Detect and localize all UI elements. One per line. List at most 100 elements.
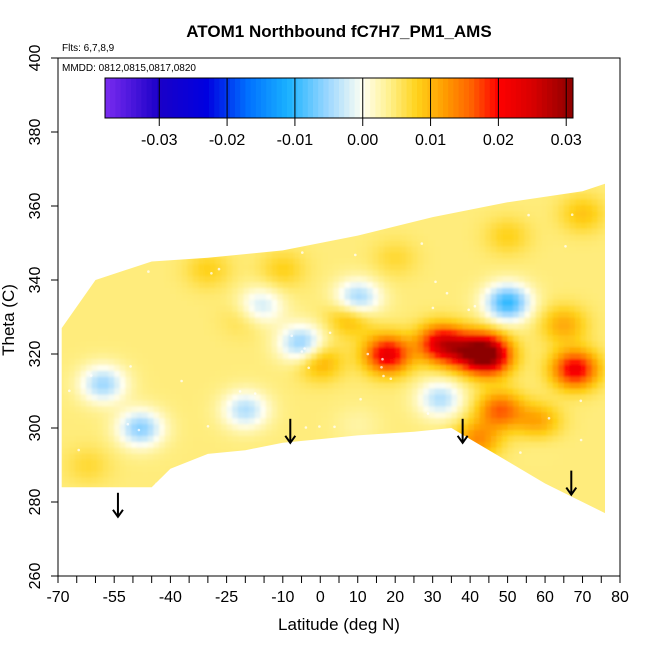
heatmap-cell xyxy=(265,305,273,312)
heatmap-cell xyxy=(395,269,402,277)
heatmap-cell xyxy=(181,328,188,336)
heatmap-cell xyxy=(412,506,419,513)
heatmap-cell xyxy=(80,240,87,247)
heatmap-cell xyxy=(400,405,407,413)
heatmap-cell xyxy=(114,246,121,253)
heatmap-cell xyxy=(339,281,346,288)
heatmap-cell xyxy=(372,453,379,460)
heatmap-cell xyxy=(125,506,132,513)
heatmap-cell xyxy=(412,287,419,294)
heatmap-cell xyxy=(305,465,312,472)
heatmap-cell xyxy=(294,482,301,490)
heatmap-cell xyxy=(367,423,374,431)
heatmap-cell xyxy=(350,251,357,259)
heatmap-cell xyxy=(232,382,239,389)
heatmap-cell xyxy=(97,257,104,265)
heatmap-cell xyxy=(159,346,166,354)
heatmap-cell xyxy=(69,346,76,354)
heatmap-cell xyxy=(339,405,346,413)
heatmap-cell xyxy=(97,506,104,513)
heatmap-cell xyxy=(518,317,525,324)
heatmap-cell xyxy=(147,204,155,211)
heatmap-cell xyxy=(490,293,497,300)
heatmap-cell xyxy=(423,293,430,300)
heatmap-cell xyxy=(361,269,368,277)
heatmap-cell xyxy=(423,183,430,188)
heatmap-cell xyxy=(153,506,160,513)
heatmap-cell xyxy=(373,518,379,525)
heatmap-cell xyxy=(344,251,351,259)
heatmap-cell xyxy=(367,453,374,460)
heatmap-cell xyxy=(147,488,155,496)
heatmap-cell xyxy=(299,234,306,241)
heatmap-cell xyxy=(412,470,419,478)
heatmap-cell xyxy=(97,198,104,206)
heatmap-cell xyxy=(316,482,323,490)
heatmap-cell xyxy=(457,186,464,194)
heatmap-cell xyxy=(502,269,509,277)
heatmap-cell xyxy=(232,482,239,490)
heatmap-cell xyxy=(125,234,132,241)
heatmap-cell xyxy=(282,299,289,306)
heatmap-cell xyxy=(282,376,289,383)
heatmap-cell xyxy=(344,334,351,342)
heatmap-cell xyxy=(451,376,458,383)
heatmap-cell xyxy=(254,204,261,211)
heatmap-cell xyxy=(176,311,183,318)
heatmap-cell xyxy=(339,494,346,502)
heatmap-cell xyxy=(131,346,138,354)
heatmap-cell xyxy=(232,518,238,525)
heatmap-cell xyxy=(322,399,329,407)
heatmap-cell xyxy=(226,441,233,448)
heatmap-cell xyxy=(61,251,65,259)
heatmap-cell xyxy=(473,257,481,265)
heatmap-cell xyxy=(69,364,76,371)
heatmap-cell xyxy=(445,216,452,223)
heatmap-cell xyxy=(305,476,312,484)
heatmap-cell xyxy=(153,275,160,283)
heatmap-cell xyxy=(372,234,379,241)
heatmap-cell xyxy=(91,423,98,431)
heatmap-cell xyxy=(142,299,149,306)
heatmap-cell xyxy=(310,399,318,407)
heatmap-cell xyxy=(204,346,211,354)
heatmap-cell xyxy=(142,447,149,454)
heatmap-cell xyxy=(485,198,492,206)
heatmap-cell xyxy=(136,352,143,359)
heatmap-cell xyxy=(524,405,531,413)
heatmap-cell xyxy=(423,216,430,223)
heatmap-cell xyxy=(428,382,436,389)
heatmap-cell xyxy=(468,305,475,312)
heatmap-cell xyxy=(451,311,458,318)
heatmap-cell xyxy=(221,275,228,283)
heatmap-cell xyxy=(462,257,469,265)
heatmap-cell xyxy=(254,394,261,401)
heatmap-cell xyxy=(187,388,194,395)
heatmap-cell xyxy=(80,251,87,259)
heatmap-cell xyxy=(232,328,239,336)
heatmap-cell xyxy=(125,476,132,484)
heatmap-cell xyxy=(125,482,132,490)
heatmap-cell xyxy=(327,346,334,354)
heatmap-cell xyxy=(91,263,98,271)
heatmap-cell xyxy=(395,246,402,253)
heatmap-cell xyxy=(176,192,183,200)
heatmap-cell xyxy=(254,370,261,377)
heatmap-cell xyxy=(361,435,368,442)
heatmap-cell xyxy=(181,382,188,389)
heatmap-cell xyxy=(316,322,323,330)
heatmap-cell xyxy=(288,275,295,283)
heatmap-cell xyxy=(97,234,104,241)
heatmap-cell xyxy=(485,192,492,200)
heatmap-cell xyxy=(63,512,70,514)
heatmap-cell xyxy=(91,183,98,188)
heatmap-cell xyxy=(344,441,351,448)
heatmap-cell xyxy=(440,470,447,478)
heatmap-cell xyxy=(322,364,329,371)
heatmap-cell xyxy=(513,394,520,401)
heatmap-cell xyxy=(142,281,149,288)
heatmap-cell xyxy=(389,405,396,413)
heatmap-cell xyxy=(451,240,458,247)
heatmap-cell xyxy=(395,370,402,377)
heatmap-cell xyxy=(322,358,329,365)
